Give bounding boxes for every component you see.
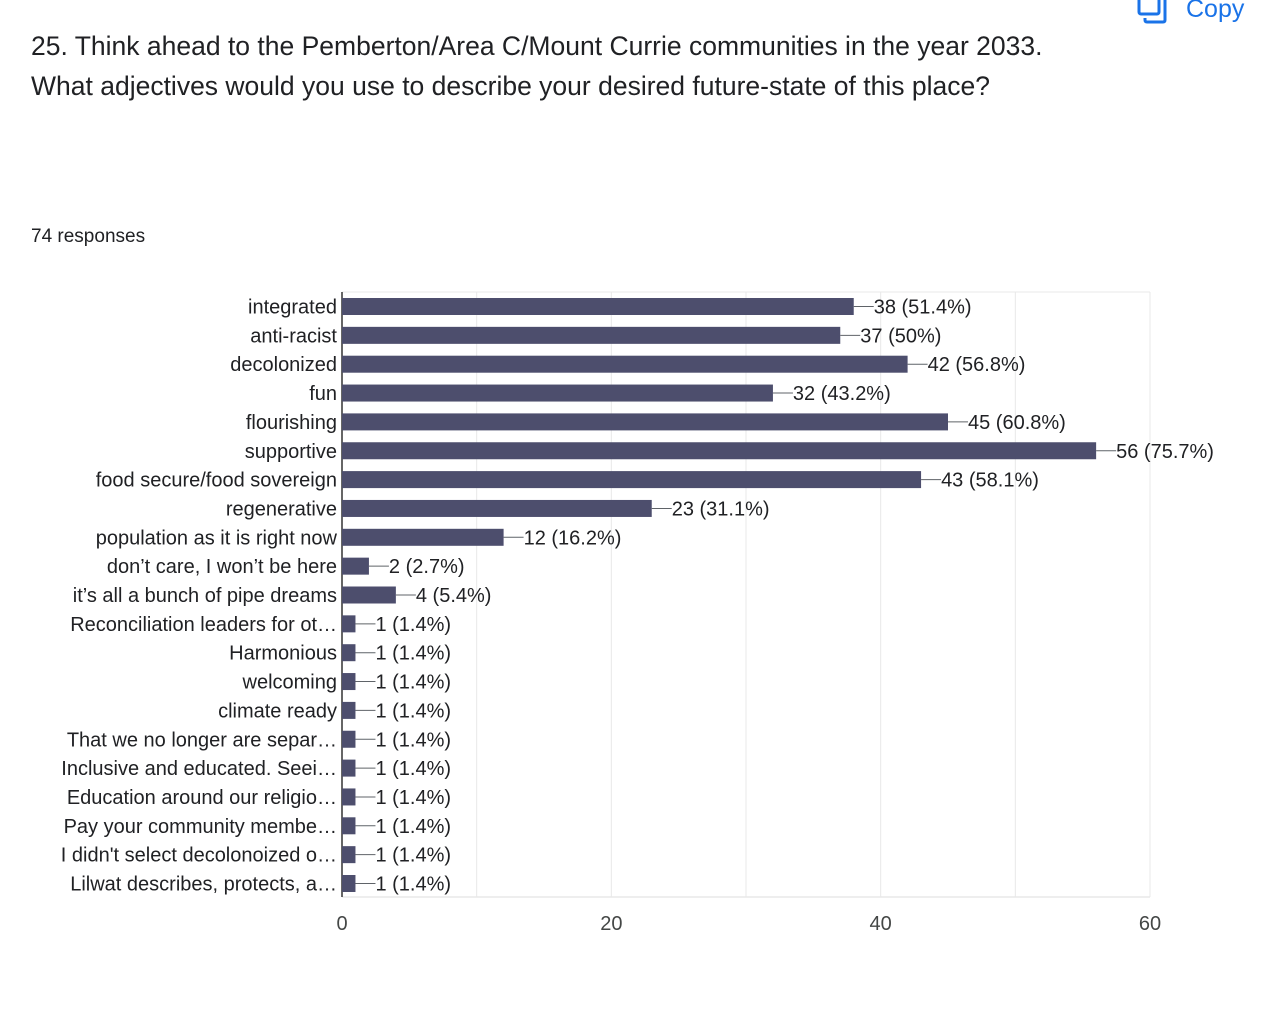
bar <box>342 528 504 546</box>
category-label: supportive <box>245 441 337 463</box>
category-label: That we no longer are separ… <box>67 729 337 751</box>
bar <box>342 644 356 662</box>
data-label: 1 (1.4%) <box>375 758 451 780</box>
copy-button[interactable]: Copy <box>1136 0 1244 26</box>
category-labels: integrated anti-racist decolonized fun flour… <box>61 297 338 896</box>
data-label: 56 (75.7%) <box>1116 441 1214 463</box>
category-label: Pay your community membe… <box>64 816 337 838</box>
bar <box>342 413 948 431</box>
category-label: it’s all a bunch of pipe dreams <box>73 585 337 607</box>
bar <box>342 298 854 315</box>
bar <box>342 557 369 575</box>
data-label: 1 (1.4%) <box>375 816 451 838</box>
data-label: 1 (1.4%) <box>375 643 451 665</box>
category-label: Reconciliation leaders for ot… <box>70 614 337 636</box>
data-label: 42 (56.8%) <box>928 354 1026 376</box>
category-label: climate ready <box>218 700 337 722</box>
category-label: Education around our religio… <box>67 787 337 809</box>
category-label: welcoming <box>242 672 337 694</box>
bar <box>342 875 356 892</box>
data-label: 4 (5.4%) <box>416 585 492 607</box>
data-label: 1 (1.4%) <box>375 672 451 694</box>
data-labels: 38 (51.4%) 37 (50%) 42 (56.8%) 32 (43.2%) 45… <box>355 297 1214 896</box>
x-tick-label: 40 <box>870 913 892 935</box>
data-label: 1 (1.4%) <box>375 700 451 722</box>
bar <box>342 586 396 604</box>
category-label: don’t care, I won’t be here <box>107 556 337 578</box>
question-title: 25. Think ahead to the Pemberton/Area C/… <box>31 31 1043 101</box>
bars <box>342 298 1097 892</box>
bar <box>342 384 773 402</box>
data-label: 1 (1.4%) <box>375 845 451 867</box>
data-label: 1 (1.4%) <box>375 787 451 809</box>
bar <box>342 817 356 835</box>
data-label: 45 (60.8%) <box>968 412 1066 434</box>
copy-icon <box>1137 0 1167 24</box>
category-label: Harmonious <box>229 643 337 665</box>
response-count: 74 responses <box>31 226 146 247</box>
category-label: food secure/food sovereign <box>96 470 337 492</box>
bar <box>342 846 356 864</box>
data-label: 37 (50%) <box>860 325 941 347</box>
bar <box>342 759 356 777</box>
category-label: regenerative <box>226 498 337 520</box>
data-label: 38 (51.4%) <box>874 297 972 319</box>
x-tick-label: 0 <box>336 913 347 935</box>
x-axis-ticks: 0 20 40 60 <box>336 913 1161 935</box>
category-label: population as it is right now <box>96 527 338 549</box>
data-label: 2 (2.7%) <box>389 556 465 578</box>
bar <box>342 788 356 806</box>
bar <box>342 326 841 344</box>
x-tick-label: 60 <box>1139 913 1161 935</box>
data-label: 23 (31.1%) <box>672 498 770 520</box>
data-label: 1 (1.4%) <box>375 874 451 896</box>
bar <box>342 615 356 633</box>
category-label: I didn't select decolonoized o… <box>61 845 337 867</box>
copy-button-label: Copy <box>1186 0 1245 23</box>
bar <box>342 730 356 748</box>
data-label: 1 (1.4%) <box>375 729 451 751</box>
category-label: fun <box>309 383 337 405</box>
bar <box>342 701 356 719</box>
category-label: Inclusive and educated. Seei… <box>61 758 337 780</box>
category-label: Lilwat describes, protects, a… <box>70 874 337 896</box>
bar <box>342 471 922 489</box>
bar <box>342 442 1097 460</box>
category-label: integrated <box>248 297 337 319</box>
category-label: anti-racist <box>250 325 337 347</box>
category-label: flourishing <box>246 412 337 434</box>
x-tick-label: 20 <box>600 913 622 935</box>
bar <box>342 499 652 517</box>
data-label: 32 (43.2%) <box>793 383 891 405</box>
category-label: decolonized <box>230 354 337 376</box>
data-label: 12 (16.2%) <box>524 527 622 549</box>
data-label: 1 (1.4%) <box>375 614 451 636</box>
bar <box>342 355 908 373</box>
data-label: 43 (58.1%) <box>941 470 1039 492</box>
bar <box>342 673 356 691</box>
